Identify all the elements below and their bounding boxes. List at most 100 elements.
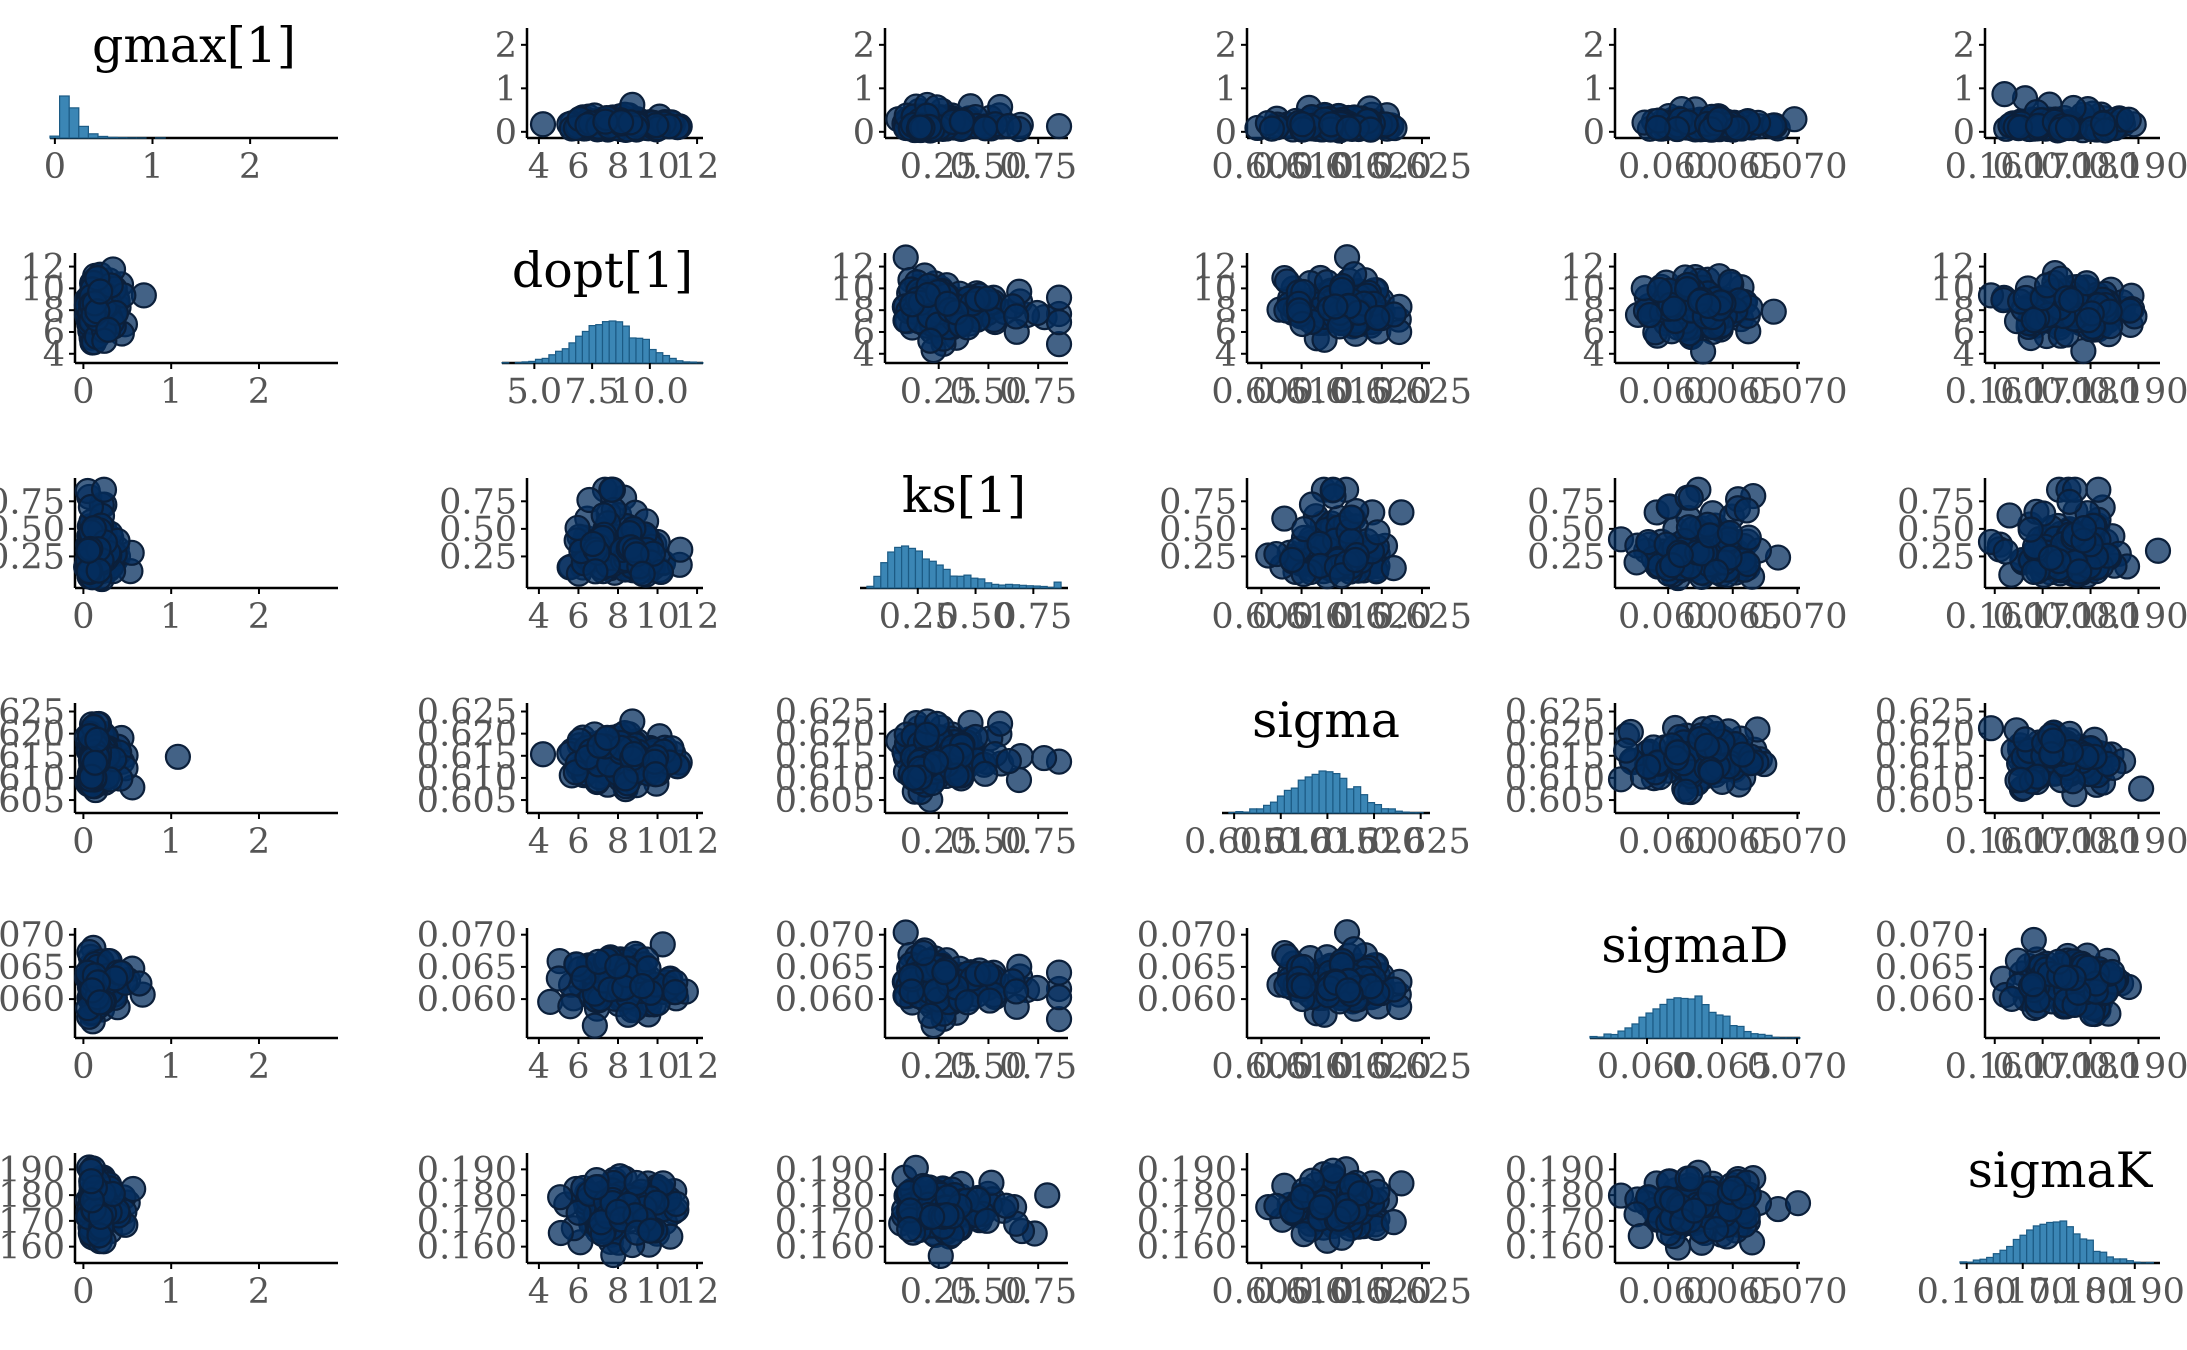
hist-bar [942,568,951,589]
scatter-point [1319,476,1347,503]
x-tick-label: 2 [248,597,270,637]
hist-bar [1992,1253,2001,1264]
x-tick-label: 0 [72,372,94,412]
x-tick-label: 6 [567,822,589,862]
hist-bar [935,564,944,589]
scatter-point [1729,741,1756,768]
hist-bar [2032,1225,2041,1264]
x-tick-label: 4 [528,597,550,637]
scatter-point [637,1217,664,1244]
scatter-point [1380,554,1407,582]
hist-bar [2106,1256,2114,1264]
x-tick-label: 0.75 [999,372,1077,412]
hist-bar [991,583,1000,589]
x-tick-label: 6 [567,1047,589,1087]
hist-bar [1373,803,1383,814]
scatter-point [974,960,1001,987]
hist-bar [1353,786,1362,814]
hist-bar [78,125,90,139]
y-tick-label: 2 [495,26,517,66]
scatter-point [1627,1222,1654,1250]
x-tick-label: 0 [72,822,94,862]
scatter-point [1992,538,2019,565]
hist-bar [2012,1238,2021,1264]
x-tick-label: 8 [607,597,629,637]
scatter-point [1364,304,1391,332]
scatter-point [87,278,114,305]
x-tick-label: 0.605 [1211,147,1311,187]
hist-bar [521,361,530,364]
y-tick-label: 2 [1953,26,1975,66]
scatter-point [1290,972,1317,1000]
scatter-point [2056,488,2083,515]
scatter-point [974,285,1001,312]
panel-5-3: 0.1600.1700.1800.1900.6050.6100.6150.620… [1137,1150,1472,1312]
scatter-point [954,989,981,1016]
x-tick-label: 12 [675,822,720,862]
hist-bar [1722,1015,1731,1039]
hist-bar [642,338,651,364]
x-tick-label: 2 [248,372,270,412]
y-tick-label: 0.75 [1159,482,1237,522]
hist-bar [682,361,691,364]
scatter-point [900,764,927,791]
hist-bar [1039,585,1048,589]
x-tick-label: 0.75 [999,1047,1077,1087]
scatter-point [164,743,192,770]
scatter-point [612,765,639,792]
y-tick-label: 0.75 [439,482,517,522]
y-tick-label: 0.070 [1875,916,1975,956]
scatter-point [972,760,999,787]
scatter-point [1636,301,1663,329]
hist-bar [628,337,637,364]
scatter-point [1045,1006,1073,1033]
x-tick-label: 2 [248,822,270,862]
hist-bar [1750,1033,1759,1039]
y-tick-label: 2 [853,26,875,66]
hist-bar [1680,997,1689,1039]
hist-bar [907,547,917,589]
x-tick-label: 0.625 [1372,597,1472,637]
scatter-point [1646,276,1673,304]
x-tick-label: 10 [635,822,680,862]
scatter-point [1635,753,1662,780]
y-tick-label: 12 [830,248,875,288]
y-tick-label: 0.190 [417,1150,517,1190]
x-tick-label: 0.060 [1618,147,1718,187]
hist-bar [984,582,993,589]
hist-bar [2066,1226,2074,1264]
hist-bar [977,578,986,589]
hist-bar [568,342,577,364]
hist-bar [1715,1014,1724,1039]
y-tick-label: 0.625 [775,693,875,733]
scatter-point [931,958,958,986]
x-tick-label: 5.0 [507,372,563,412]
hist-bar [880,562,889,589]
scatter-point [973,1207,1000,1234]
hist-bar [554,350,563,364]
scatter-point [1667,541,1694,569]
panel-2-2: ks[1]0.250.500.75 [860,467,1072,637]
hist-bar [2092,1250,2101,1264]
hist-bar [2132,1261,2141,1264]
scatter-point [1030,744,1058,772]
hist-bar [1986,1256,1994,1264]
scatter-point [2004,947,2032,974]
y-tick-label: 2 [1583,26,1605,66]
hist-bar [1972,1259,1981,1264]
scatter-point [1045,331,1073,358]
scatter-point [1045,284,1073,311]
scatter-point [1338,504,1365,531]
hist-bar [1032,585,1041,589]
hist-bar [1631,1023,1640,1039]
scatter-point [2071,514,2098,542]
x-tick-label: 4 [528,822,550,862]
